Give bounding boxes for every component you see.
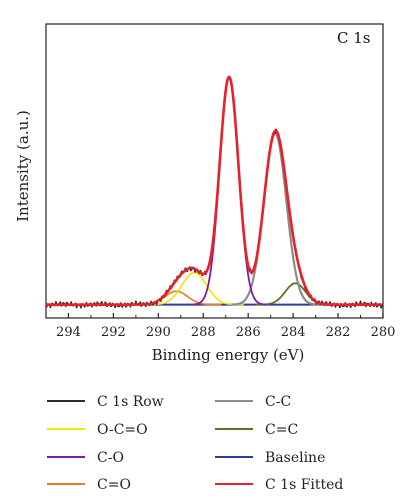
legend-label-c-1s-fitted: C 1s Fitted	[265, 477, 343, 493]
x-tick-label: 286	[236, 325, 261, 340]
legend: C 1s Row C-C O-C=O C=C C-O Baseline C=O C 1s Fi…	[47, 394, 343, 493]
x-tick-label: 290	[146, 325, 171, 340]
x-tick-label: 294	[56, 325, 81, 340]
legend-label-c-1s-row: C 1s Row	[97, 394, 164, 410]
series-c-1s-fitted	[45, 75, 383, 306]
legend-label-o-c-o: O-C=O	[97, 422, 148, 438]
series-c-c	[230, 132, 321, 306]
series-group	[45, 75, 383, 309]
x-tick-label: 280	[371, 325, 396, 340]
legend-label-c-o: C-O	[97, 450, 124, 466]
series-c-1s-row	[45, 77, 383, 309]
x-tick-label: 288	[191, 325, 216, 340]
x-tick-label: 282	[326, 325, 351, 340]
plot-frame	[45, 23, 384, 319]
legend-label-c-c: C-C	[265, 394, 291, 410]
legend-label-c-o: C=O	[97, 477, 131, 493]
x-axis-label: Binding energy (eV)	[152, 346, 305, 364]
x-tick-label: 284	[281, 325, 306, 340]
legend-label-baseline: Baseline	[265, 450, 325, 466]
panel-label: C 1s	[337, 29, 371, 47]
x-tick-label: 292	[101, 325, 126, 340]
y-axis-label: Intensity (a.u.)	[14, 110, 32, 222]
plot-area	[45, 23, 384, 319]
series-c-c	[255, 282, 336, 306]
x-axis-ticks: 294 292 290 288 286 284 282 280	[45, 313, 396, 340]
legend-label-c-c: C=C	[265, 422, 298, 438]
